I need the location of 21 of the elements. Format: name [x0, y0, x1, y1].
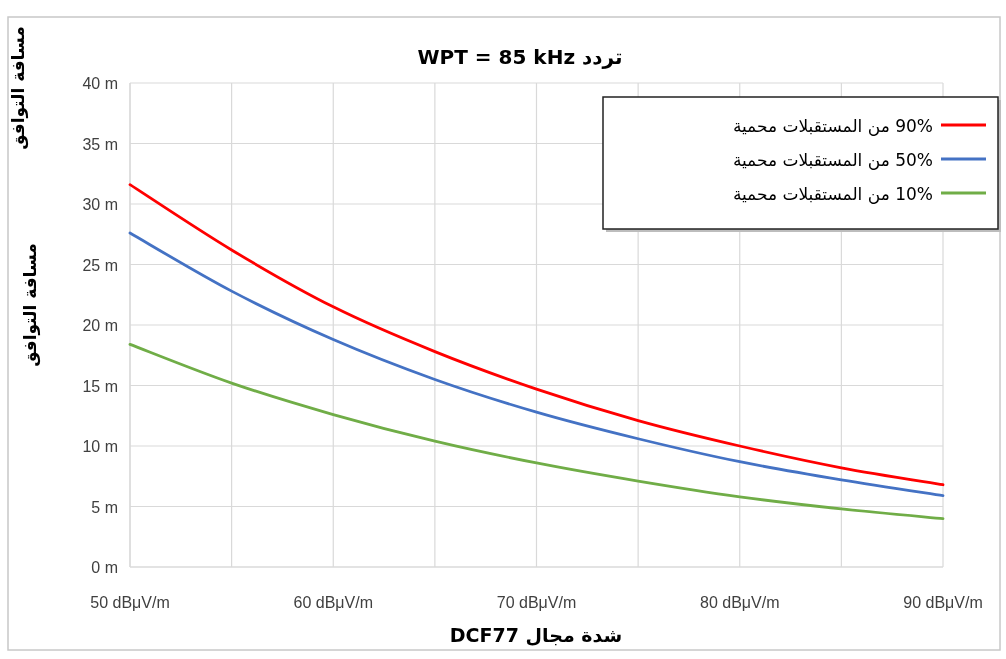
y-tick-label: 20 m: [82, 317, 118, 334]
x-tick-label: 80 dBμV/m: [700, 594, 780, 611]
text: مسافة التوافق: [8, 26, 29, 150]
y-tick-label: 15 m: [82, 377, 118, 395]
y-tick-label: 10 m: [82, 438, 118, 455]
x-tick-label: 50 dBμV/m: [90, 594, 170, 611]
y-tick-label: 0 m: [91, 559, 118, 576]
legend-label: 90% من المستقبلات محمية: [732, 116, 933, 136]
x-tick-label: 70 dBμV/m: [496, 594, 577, 611]
legend-label: 10% من المستقبلات محمية: [732, 184, 933, 204]
y-tick-label: 40 m: [82, 75, 118, 92]
y-tick-label: 35 m: [82, 135, 118, 153]
y-tick-label: 5 m: [91, 498, 118, 516]
legend-label: 50% من المستقبلات محمية: [732, 150, 933, 170]
x-axis-title: شدة مجال DCF77: [449, 624, 623, 646]
y-axis-title: مسافة التوافق: [20, 243, 41, 367]
x-tick-label: 60 dBμV/m: [293, 594, 373, 611]
x-tick-label: 90 dBμV/m: [903, 594, 983, 611]
y-tick-label: 30 m: [82, 196, 118, 213]
y-tick-label: 25 m: [82, 256, 118, 274]
chart-title: تردد WPT = 85 kHz: [417, 45, 623, 69]
